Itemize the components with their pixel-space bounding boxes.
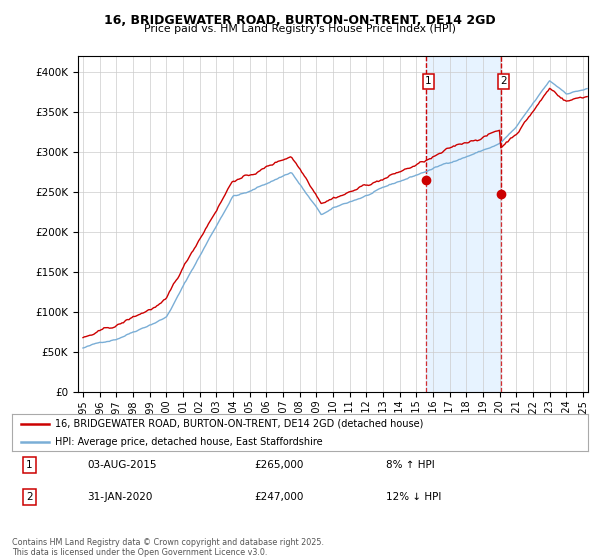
Text: 16, BRIDGEWATER ROAD, BURTON-ON-TRENT, DE14 2GD: 16, BRIDGEWATER ROAD, BURTON-ON-TRENT, D… [104, 14, 496, 27]
Text: £247,000: £247,000 [254, 492, 303, 502]
Text: 03-AUG-2015: 03-AUG-2015 [87, 460, 157, 470]
Bar [426, 56, 501, 392]
Text: 2: 2 [500, 76, 507, 86]
Text: 1: 1 [26, 460, 32, 470]
Text: 8% ↑ HPI: 8% ↑ HPI [386, 460, 435, 470]
Text: 12% ↓ HPI: 12% ↓ HPI [386, 492, 442, 502]
Text: 1: 1 [425, 76, 432, 86]
Text: £265,000: £265,000 [254, 460, 303, 470]
Text: HPI: Average price, detached house, East Staffordshire: HPI: Average price, detached house, East… [55, 437, 323, 447]
Text: 31-JAN-2020: 31-JAN-2020 [87, 492, 152, 502]
Text: Contains HM Land Registry data © Crown copyright and database right 2025.
This d: Contains HM Land Registry data © Crown c… [12, 538, 324, 557]
Text: Price paid vs. HM Land Registry's House Price Index (HPI): Price paid vs. HM Land Registry's House … [144, 24, 456, 34]
Text: 16, BRIDGEWATER ROAD, BURTON-ON-TRENT, DE14 2GD (detached house): 16, BRIDGEWATER ROAD, BURTON-ON-TRENT, D… [55, 419, 424, 429]
Text: 2: 2 [26, 492, 32, 502]
